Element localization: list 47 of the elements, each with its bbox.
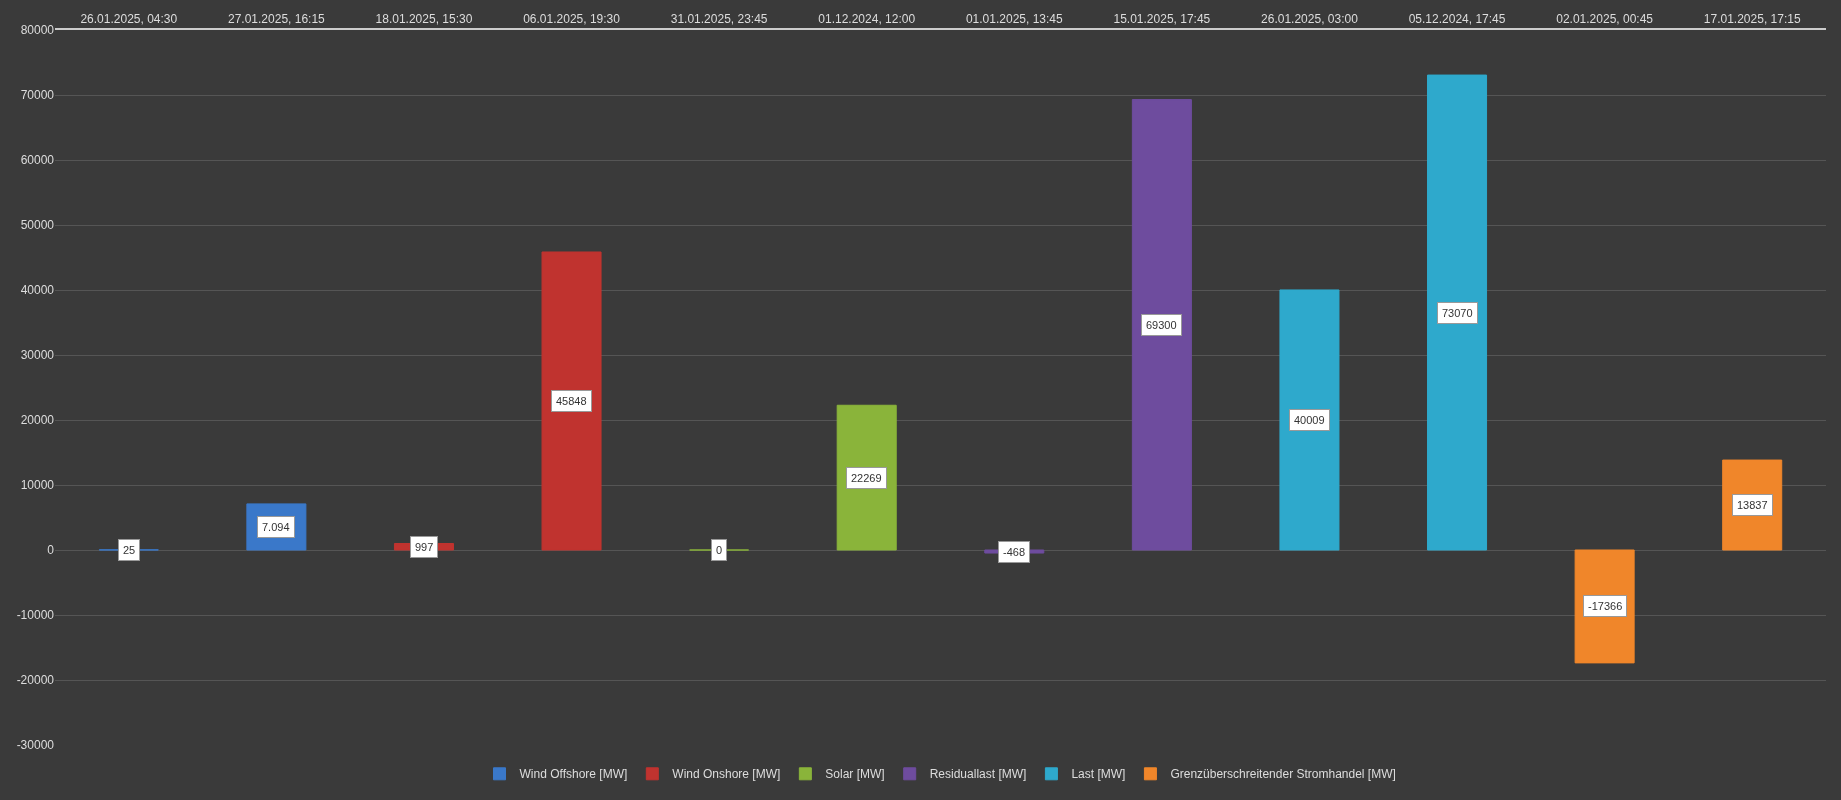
x-tick-label: 15.01.2025, 17:45 [1113,12,1211,27]
y-tick-label: 70000 [20,88,55,103]
x-tick-label: 01.12.2024, 12:00 [818,12,916,27]
x-tick-label: 01.01.2025, 13:45 [965,12,1063,27]
legend-label: Solar [MW] [825,767,885,782]
y-tick-label: 20000 [20,413,55,428]
bar [541,251,602,551]
data-label: 22269 [851,472,882,484]
legend-label: Grenzüberschreitender Stromhandel [MW] [1170,767,1396,782]
data-label: -468 [1003,546,1026,558]
data-label: 997 [415,541,434,553]
x-tick-label: 18.01.2025, 15:30 [375,12,473,27]
y-tick-label: 0 [47,543,55,558]
x-tick-label: 27.01.2025, 16:15 [228,12,326,27]
y-tick-label: 50000 [20,218,55,233]
y-tick-label: 10000 [20,478,55,493]
data-label: 73070 [1442,307,1473,319]
legend-label: Last [MW] [1071,767,1126,782]
data-label: -17366 [1588,600,1623,612]
legend-label: Residuallast [MW] [929,767,1027,782]
legend-label: Wind Onshore [MW] [672,767,781,782]
x-tick-label: 31.01.2025, 23:45 [670,12,768,27]
bar [836,404,897,551]
bar [1131,99,1192,551]
x-tick-label: 02.01.2025, 00:45 [1556,12,1654,27]
x-tick-label: 17.01.2025, 17:15 [1703,12,1801,27]
data-label: 7.094 [262,521,290,533]
legend-label: Wind Offshore [MW] [519,767,628,782]
y-tick-label: 80000 [20,23,55,38]
y-tick-label: -20000 [16,673,55,688]
data-label: 45848 [556,395,587,407]
x-tick-label: 05.12.2024, 17:45 [1408,12,1506,27]
bar [1279,289,1340,551]
bar [1427,74,1488,551]
x-tick-label: 26.01.2025, 03:00 [1261,12,1359,27]
y-tick-label: 30000 [20,348,55,363]
data-label: 25 [123,544,136,556]
data-label: 40009 [1294,414,1325,426]
x-tick-label: 26.01.2025, 04:30 [80,12,178,27]
y-tick-label: -30000 [16,738,55,753]
x-tick-label: 06.01.2025, 19:30 [523,12,621,27]
data-label: 13837 [1737,499,1768,511]
y-tick-label: 40000 [20,283,55,298]
data-label: 0 [716,544,723,556]
data-label: 69300 [1146,319,1177,331]
y-tick-label: 60000 [20,153,55,168]
y-tick-label: -10000 [16,608,55,623]
